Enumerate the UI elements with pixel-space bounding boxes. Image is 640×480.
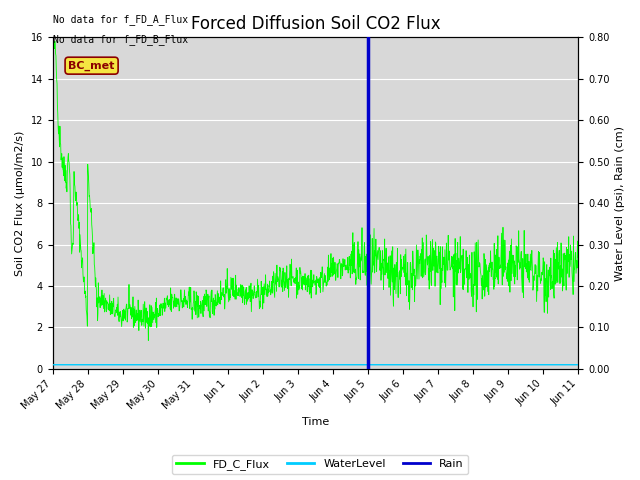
Title: Forced Diffusion Soil CO2 Flux: Forced Diffusion Soil CO2 Flux [191, 15, 440, 33]
Y-axis label: Water Level (psi), Rain (cm): Water Level (psi), Rain (cm) [615, 126, 625, 281]
Y-axis label: Soil CO2 Flux (μmol/m2/s): Soil CO2 Flux (μmol/m2/s) [15, 131, 25, 276]
Text: No data for f_FD_A_Flux: No data for f_FD_A_Flux [52, 14, 188, 25]
Text: BC_met: BC_met [68, 60, 115, 71]
Legend: FD_C_Flux, WaterLevel, Rain: FD_C_Flux, WaterLevel, Rain [172, 455, 468, 474]
X-axis label: Time: Time [302, 417, 329, 427]
Text: No data for f_FD_B_Flux: No data for f_FD_B_Flux [52, 34, 188, 45]
